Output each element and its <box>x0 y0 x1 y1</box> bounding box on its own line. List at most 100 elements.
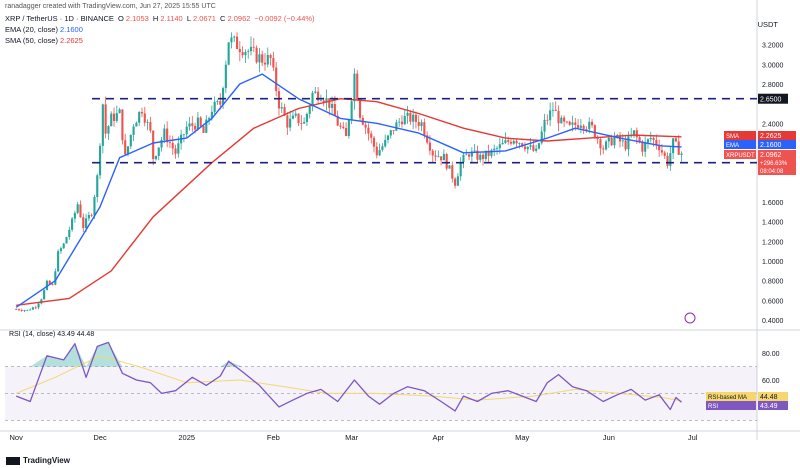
sma-50-line <box>16 97 682 306</box>
symbol-name: XRP / TetherUS · 1D · BINANCE <box>5 14 114 23</box>
candle-down <box>426 131 429 145</box>
candle-body <box>563 117 566 122</box>
candle-down <box>277 87 281 116</box>
candle-body <box>526 146 529 150</box>
low-label: L <box>186 14 191 23</box>
candle-body <box>291 115 295 119</box>
candle-body <box>188 123 191 127</box>
value-tag-extra-bg <box>758 159 796 167</box>
candle-body <box>45 280 48 290</box>
rsi-tag: 44.48 <box>760 394 778 401</box>
candle-up <box>26 309 29 312</box>
candle-body <box>252 46 255 48</box>
candle-body <box>23 310 26 312</box>
candle-body <box>565 121 568 123</box>
candle-body <box>311 92 314 107</box>
candle-up <box>518 142 521 149</box>
candle-down <box>171 135 174 155</box>
price-tick-label: 1.2000 <box>762 239 784 246</box>
candle-body <box>649 138 652 140</box>
value-tag-name: XRPUSDT <box>726 153 755 159</box>
candle-body <box>98 145 102 176</box>
candle-body <box>372 137 376 147</box>
level-label: 2.6500 <box>760 97 782 104</box>
candle-body <box>126 146 130 155</box>
candle-up <box>59 246 62 255</box>
candle-body <box>233 36 236 38</box>
candle-down <box>392 130 395 135</box>
candle-down <box>454 177 457 189</box>
candle-body <box>406 112 409 116</box>
value-tag-name-bg <box>724 140 756 149</box>
candle-down <box>417 115 420 131</box>
price-tick-label: 2.8000 <box>762 82 784 89</box>
rsi-tag-name: RSI <box>708 404 718 410</box>
candle-body <box>596 137 599 140</box>
tradingview-logo[interactable]: TradingView <box>6 456 70 465</box>
candle-body <box>356 73 359 100</box>
candle-body <box>249 46 253 52</box>
candle-body <box>448 165 451 169</box>
candle-body <box>194 125 197 130</box>
high-value: 2.1140 <box>160 14 183 23</box>
candle-body <box>484 150 487 160</box>
candle-up <box>378 143 381 157</box>
candle-body <box>43 289 46 300</box>
candle-body <box>423 122 426 136</box>
candle-body <box>549 110 552 121</box>
candle-down <box>342 121 345 130</box>
candle-down <box>367 123 370 141</box>
candle-body <box>339 125 342 127</box>
candle-up <box>384 134 387 148</box>
candle-down <box>591 118 594 128</box>
rsi-tag-bg <box>758 392 788 401</box>
candle-down <box>336 110 339 127</box>
candle-body <box>585 128 588 130</box>
candle-body <box>599 139 602 149</box>
candle-down <box>34 305 37 310</box>
candle-body <box>509 141 513 144</box>
candle-body <box>289 118 292 128</box>
candle-body <box>280 107 283 109</box>
candle-up <box>213 96 216 116</box>
candle-down <box>261 50 264 67</box>
candle-down <box>297 113 300 127</box>
candle-body <box>518 143 521 144</box>
candle-body <box>680 153 683 155</box>
candle-body <box>322 100 325 103</box>
candle-body <box>303 121 306 124</box>
candle-down <box>431 148 434 163</box>
candle-body <box>454 178 457 186</box>
candle-body <box>666 155 669 166</box>
time-tick-label: 2025 <box>178 433 195 442</box>
open-value: 2.1053 <box>125 14 149 23</box>
sma-legend[interactable]: SMA (50, close) 2.2625 <box>5 36 85 45</box>
candle-body <box>353 73 356 102</box>
candle-up <box>244 49 247 64</box>
candle-down <box>344 122 348 137</box>
event-icon <box>684 312 696 324</box>
candle-body <box>171 142 174 149</box>
candle-body <box>90 215 93 216</box>
candle-down <box>677 135 680 156</box>
candle-body <box>551 109 554 111</box>
candle-up <box>470 147 473 163</box>
candle-body <box>76 204 79 213</box>
value-tag-extra: +296.63% <box>760 161 788 167</box>
candle-body <box>646 139 650 143</box>
candle-up <box>163 124 166 144</box>
ema-20-line <box>15 73 682 308</box>
candle-body <box>266 55 269 65</box>
candle-body <box>261 54 264 63</box>
candle-down <box>174 144 177 159</box>
ema-legend[interactable]: EMA (20, close) 2.1600 <box>5 25 85 34</box>
rsi-tag: 43.49 <box>760 403 778 410</box>
candle-up <box>630 127 633 138</box>
candle-body <box>255 47 258 63</box>
candle-body <box>213 101 216 112</box>
candle-up <box>512 139 515 145</box>
candle-down <box>219 92 222 110</box>
candle-body <box>104 104 107 134</box>
